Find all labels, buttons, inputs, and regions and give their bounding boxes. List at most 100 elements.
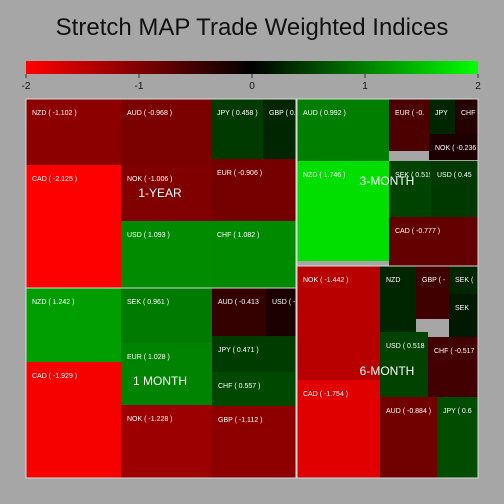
treemap-cell-label: CAD ( -2.125 ): [32, 176, 77, 183]
treemap-cell: CHF ( 0.557 ): [212, 372, 296, 406]
treemap-cell-label: CHF ( -0.517: [434, 348, 475, 355]
scale-tick-label: 2: [475, 81, 481, 92]
treemap-cell-rect: [26, 362, 121, 478]
treemap-cell-rect: [428, 337, 478, 397]
treemap-cell: SEK ( 0.961 ): [121, 288, 212, 343]
treemap-cell: EUR ( -0.: [389, 99, 429, 151]
treemap-cell-rect: [380, 332, 428, 397]
treemap-cell-label: EUR ( -0.906 ): [217, 170, 262, 177]
treemap-cell-rect: [429, 134, 478, 160]
treemap-cell-label: NZD ( -1.102 ): [32, 110, 77, 117]
treemap-cell: AUD ( -0.413: [212, 288, 266, 336]
treemap-cell-label: NZD ( 1.242 ): [32, 299, 74, 306]
treemap-cell: GBP ( -1.112 ): [212, 406, 296, 478]
treemap-cell-rect: [449, 294, 478, 337]
treemap-cell: USD ( 0.45: [431, 161, 478, 217]
treemap-cell-rect: [297, 99, 389, 161]
treemap-cell-rect: [380, 266, 416, 332]
treemap-cell: SEK ( 0.519: [389, 161, 433, 217]
treemap-cell: NOK ( -0.236: [429, 134, 478, 160]
treemap-cell-label: CAD ( -1.754 ): [303, 391, 348, 398]
treemap-cell-rect: [389, 99, 429, 151]
treemap-cell-rect: [211, 221, 296, 288]
group-label: 1 MONTH: [133, 374, 187, 388]
treemap-cell: CHF ( 1.082 ): [211, 221, 296, 288]
chart-title: Stretch MAP Trade Weighted Indices: [55, 14, 449, 41]
treemap-cell-label: JPY ( 0.471 ): [218, 347, 259, 354]
treemap-cell-label: NOK ( -1.006 ): [127, 176, 173, 183]
treemap-cell: CAD ( -1.929 ): [26, 362, 121, 478]
treemap-cell: GBP ( -: [416, 266, 449, 319]
treemap-cell: SEK (: [449, 266, 478, 294]
group-label: 1-YEAR: [138, 186, 182, 200]
treemap-cell-label: AUD ( -0.968 ): [127, 110, 172, 117]
color-scale: -2 -1 0 1 2: [22, 61, 481, 92]
treemap-cell: CHF ( -: [455, 99, 485, 134]
treemap-cell-rect: [26, 288, 121, 362]
treemap-cell: EUR ( -0.906 ): [211, 159, 296, 221]
treemap-cell: USD ( 0.518: [380, 332, 428, 397]
treemap-cell-label: CHF ( -: [461, 110, 485, 117]
treemap-cell-label: JPY ( 0.458 ): [217, 110, 258, 117]
treemap-cell-label: AUD ( 0.992 ): [303, 110, 346, 117]
treemap-cell-rect: [429, 99, 455, 134]
treemap-cell: NZD ( 1.242 ): [26, 288, 121, 362]
treemap-cell-rect: [212, 406, 296, 478]
treemap-cell-rect: [26, 165, 121, 288]
treemap-cell: AUD ( -0.968 ): [121, 99, 211, 165]
treemap-cell: NOK ( -1.006 ): [121, 165, 211, 221]
group-label: 3-MONTH: [360, 174, 415, 188]
treemap-cell: USD ( -0: [266, 288, 299, 336]
treemap-cell-rect: [437, 397, 478, 478]
treemap-cell: AUD ( -0.884 ): [380, 397, 437, 478]
treemap-cell-rect: [212, 288, 266, 336]
group-borders: [25, 98, 479, 479]
treemap-cell: GBP ( 0.3: [263, 99, 300, 159]
group-labels: 1-YEAR 3-MONTH 1 MONTH 6-MONTH: [133, 174, 414, 388]
treemap-cell: CAD ( -2.125 ): [26, 165, 121, 288]
treemap-cell-label: SEK ( 0.519: [395, 172, 433, 179]
treemap-cell-rect: [416, 266, 449, 319]
color-scale-bar: [26, 61, 478, 74]
treemap-cell-rect: [121, 165, 211, 221]
treemap-cell-rect: [297, 161, 389, 261]
treemap-cell-label: GBP ( -: [422, 277, 446, 284]
treemap-cell: CAD ( -0.777 ): [389, 217, 478, 266]
group-label: 6-MONTH: [360, 364, 415, 378]
treemap-cell-label: SEK ( 0.961 ): [127, 299, 169, 306]
treemap-cell: CHF ( -0.517: [428, 337, 478, 397]
treemap-cell-label: AUD ( -0.413: [218, 299, 259, 306]
group-border: [25, 287, 297, 479]
treemap-cell-label: CHF ( 0.557 ): [218, 383, 260, 390]
treemap-cell-label: SEK: [455, 305, 469, 312]
treemap-cell: JPY ( 0.458 ): [211, 99, 263, 159]
treemap-cell-rect: [297, 380, 380, 478]
treemap-cell-rect: [431, 161, 478, 217]
treemap-cell: EUR ( 1.028 ): [121, 343, 212, 405]
treemap-cell-label: GBP ( 0.3: [269, 110, 300, 117]
treemap-cell-label: USD ( 0.45: [437, 172, 472, 179]
treemap-cell-rect: [266, 288, 296, 336]
treemap-cell: AUD ( 0.992 ): [297, 99, 389, 161]
treemap-cell: JPY ( 0.6: [437, 397, 478, 478]
treemap-cell-rect: [212, 372, 296, 406]
treemap-cell-rect: [121, 288, 212, 343]
treemap-cell-rect: [121, 221, 211, 288]
treemap-cell-rect: [449, 266, 478, 294]
treemap-cell-rect: [26, 99, 121, 165]
treemap-cell-label: CHF ( 1.082 ): [217, 232, 259, 239]
treemap-cell-rect: [263, 99, 296, 159]
treemap-cell: NZD ( -1.102 ): [26, 99, 121, 165]
group-border: [296, 265, 479, 479]
treemap-cell-label: CAD ( -1.929 ): [32, 373, 77, 380]
treemap-cell-rect: [121, 343, 212, 405]
treemap-cell-label: NOK ( -0.236: [435, 145, 476, 152]
treemap-cell: SEK: [449, 294, 478, 337]
treemap-cell-label: USD ( -0: [272, 299, 299, 306]
treemap-cell-label: SEK (: [455, 277, 474, 284]
scale-tick-label: -2: [22, 81, 31, 92]
treemap-cell-rect: [121, 405, 212, 478]
treemap-cell-rect: [380, 397, 437, 478]
treemap-cell-rect: [389, 161, 431, 217]
